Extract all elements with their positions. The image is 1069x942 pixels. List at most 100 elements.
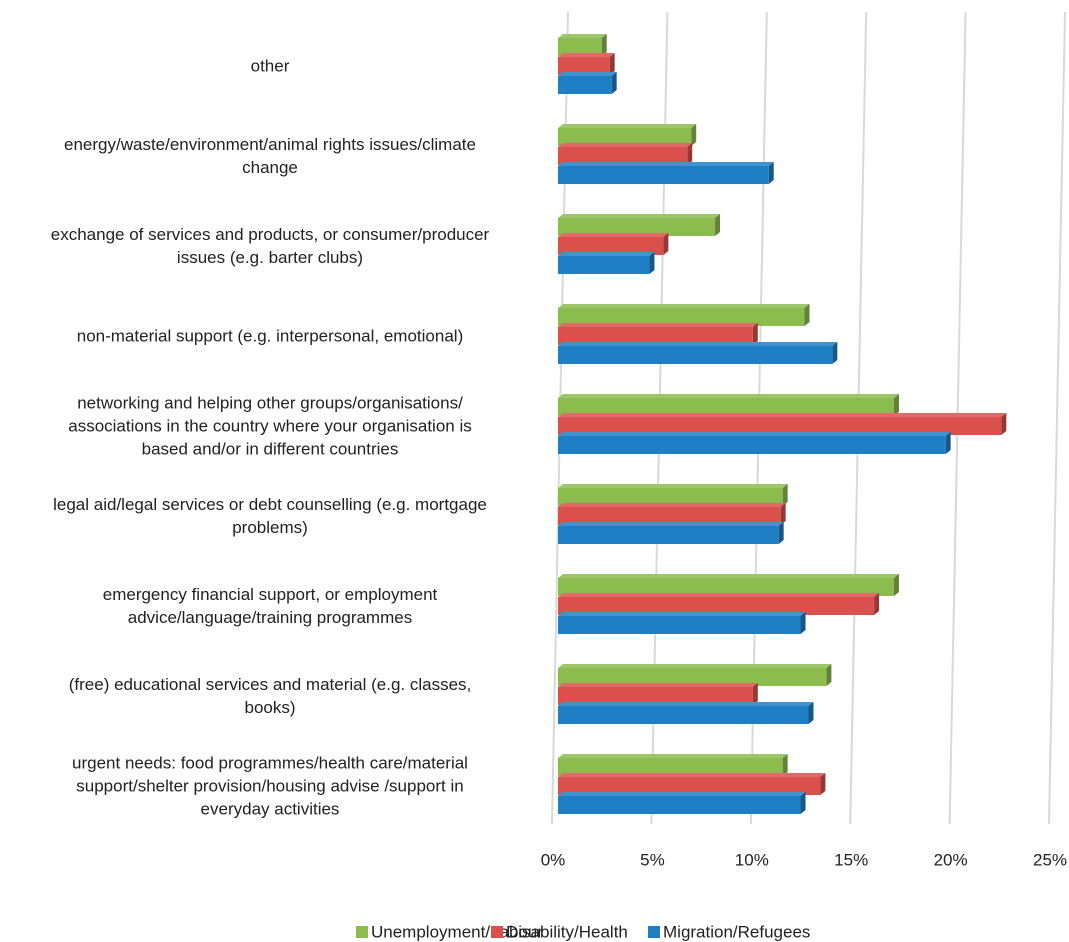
bar-side	[780, 503, 786, 525]
x-tick-label: 10%	[735, 850, 769, 869]
bar-side	[611, 72, 617, 94]
legend-label: Disability/Health	[506, 922, 628, 941]
bar	[558, 616, 801, 634]
bar-side	[752, 323, 758, 345]
bar-side	[945, 432, 951, 454]
bar-side	[782, 754, 788, 776]
legend-label: Migration/Refugees	[663, 922, 810, 941]
bar	[558, 256, 650, 274]
bar-top	[558, 233, 669, 237]
bar-top	[558, 143, 693, 147]
x-tick-label: 25%	[1033, 850, 1067, 869]
bar-top	[558, 593, 880, 597]
bar-side	[752, 683, 758, 705]
bar	[558, 436, 946, 454]
bar	[558, 57, 610, 75]
bar	[558, 507, 781, 525]
category-label: urgent needs: food programmes/health car…	[72, 753, 468, 819]
bar-top	[558, 304, 810, 308]
category-label: non-material support (e.g. interpersonal…	[76, 326, 464, 346]
category-label: energy/waste/environment/animal rights i…	[64, 135, 476, 177]
bar-side	[874, 593, 880, 615]
bar-side	[649, 252, 655, 274]
bar-side	[715, 214, 721, 236]
bar-top	[558, 664, 832, 668]
bar	[558, 327, 753, 345]
bar-top	[558, 323, 758, 327]
bar	[558, 526, 779, 544]
bar-side	[893, 574, 899, 596]
bar-top	[558, 792, 806, 796]
bar-top	[558, 503, 786, 507]
bar-side	[893, 394, 899, 416]
bar-top	[558, 773, 826, 777]
bar	[558, 488, 783, 506]
x-tick-label: 15%	[834, 850, 868, 869]
bar	[558, 38, 602, 56]
x-tick-label: 0%	[541, 850, 566, 869]
bar	[558, 796, 801, 814]
bar-top	[558, 342, 838, 346]
bar-side	[832, 342, 838, 364]
bar-side	[808, 702, 814, 724]
category-label: exchange of services and products, or co…	[50, 225, 490, 267]
bar-top	[558, 432, 951, 436]
bar-top	[558, 754, 788, 758]
bar	[558, 706, 809, 724]
bar-top	[558, 484, 788, 488]
bar	[558, 687, 753, 705]
bar-side	[778, 522, 784, 544]
bar-top	[558, 162, 774, 166]
x-tick-label: 5%	[640, 850, 665, 869]
bar-side	[687, 143, 693, 165]
bar-side	[663, 233, 669, 255]
category-label: other	[250, 56, 290, 76]
bar	[558, 308, 805, 326]
bar-top	[558, 683, 758, 687]
bar	[558, 166, 769, 184]
bar-top	[558, 612, 806, 616]
bar-side	[800, 792, 806, 814]
bar	[558, 597, 875, 615]
bar-side	[804, 304, 810, 326]
bar	[558, 758, 783, 776]
bar	[558, 218, 716, 236]
bar-side	[800, 612, 806, 634]
bar-side	[826, 664, 832, 686]
bar-top	[558, 214, 721, 218]
bar-top	[558, 413, 1007, 417]
bar-top	[558, 53, 615, 57]
bar-top	[558, 522, 784, 526]
legend-swatch	[648, 926, 660, 938]
bar-top	[558, 702, 814, 706]
bar-side	[601, 34, 607, 56]
bar-side	[609, 53, 615, 75]
bar	[558, 578, 894, 596]
bar-top	[558, 394, 899, 398]
bar	[558, 346, 833, 364]
bar-top	[558, 72, 617, 76]
category-label: (free) educational services and material…	[68, 675, 472, 717]
bar-top	[558, 574, 899, 578]
category-label: legal aid/legal services or debt counsel…	[53, 495, 487, 537]
bar-side	[1001, 413, 1007, 435]
bar-top	[558, 252, 655, 256]
bar-top	[558, 34, 607, 38]
bar-top	[558, 124, 697, 128]
bar	[558, 777, 821, 795]
bar	[558, 128, 692, 146]
bar	[558, 76, 612, 94]
category-label: emergency financial support, or employme…	[102, 585, 438, 627]
legend-swatch	[491, 926, 503, 938]
bar	[558, 237, 664, 255]
bar-side	[820, 773, 826, 795]
bar	[558, 147, 688, 165]
x-tick-label: 20%	[934, 850, 968, 869]
bar	[558, 398, 894, 416]
grid-line	[1048, 11, 1066, 825]
legend-swatch	[356, 926, 368, 938]
bar-side	[782, 484, 788, 506]
bar	[558, 417, 1002, 435]
